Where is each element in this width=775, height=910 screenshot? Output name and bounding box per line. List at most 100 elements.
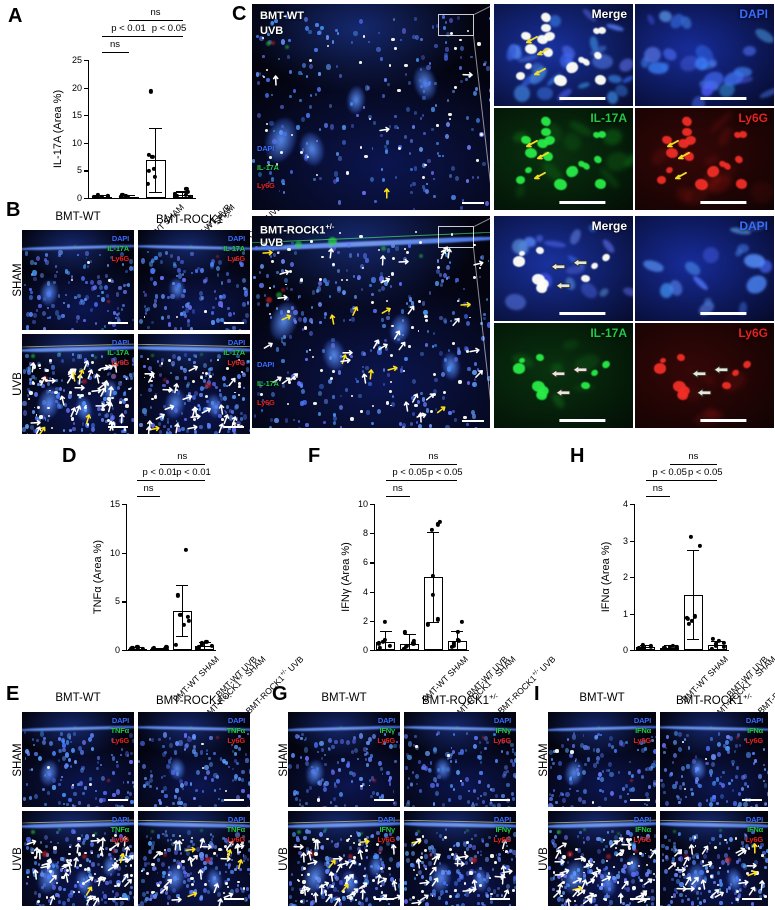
colocalized-punctum: [477, 42, 481, 46]
dapi-nucleus: [116, 866, 121, 872]
green-signal: [57, 352, 61, 355]
dapi-nucleus: [73, 830, 77, 834]
dapi-nucleus: [410, 843, 414, 848]
dapi-nucleus: [299, 98, 302, 102]
dapi-nucleus: [364, 846, 368, 851]
dapi-nucleus: [357, 831, 362, 838]
dapi-nucleus: [215, 854, 219, 858]
dapi-nucleus: [183, 269, 187, 274]
dapi-nucleus: [150, 894, 154, 899]
significance-label: p < 0.05: [151, 23, 187, 34]
dapi-nucleus: [167, 847, 171, 853]
dapi-nucleus: [104, 412, 109, 418]
dapi-nucleus: [279, 310, 284, 315]
dapi-nucleus: [678, 731, 683, 737]
dapi-nucleus: [326, 862, 331, 869]
dapi-nucleus: [161, 294, 166, 300]
dapi-nucleus: [57, 352, 62, 358]
annotation-arrow: [38, 375, 50, 388]
colocalized-punctum: [224, 789, 228, 792]
dapi-nucleus: [181, 273, 184, 276]
data-point: [667, 644, 672, 649]
dapi-nucleus: [178, 806, 182, 807]
dapi-nucleus: [293, 89, 297, 93]
dapi-nucleus: [272, 285, 275, 288]
data-point: [716, 638, 721, 643]
dapi-nucleus: [153, 303, 158, 309]
dapi-nucleus: [27, 370, 31, 375]
dapi-nucleus: [337, 370, 342, 375]
annotation-arrow: [690, 367, 707, 385]
dapi-nucleus: [482, 161, 486, 167]
dapi-nucleus: [220, 424, 225, 430]
dapi-nucleus: [726, 841, 729, 844]
colocalized-punctum: [311, 838, 316, 842]
dapi-nucleus: [111, 373, 116, 380]
dapi-nucleus: [363, 352, 367, 357]
dapi-nucleus: [405, 850, 410, 856]
dapi-nucleus: [25, 328, 30, 330]
dapi-nucleus: [440, 893, 443, 896]
dapi-nucleus: [336, 889, 339, 892]
colocalized-punctum: [302, 867, 306, 871]
dapi-nucleus: [731, 760, 735, 765]
dapi-nucleus: [312, 177, 316, 182]
dapi-nucleus: [582, 800, 586, 805]
dapi-nucleus: [214, 845, 217, 849]
colocalized-punctum: [455, 854, 459, 858]
colocalized-punctum: [78, 864, 82, 868]
dapi-nucleus: [403, 135, 407, 139]
dapi-nucleus: [411, 395, 416, 401]
dapi-nucleus: [345, 739, 351, 745]
dapi-nucleus: [407, 243, 412, 248]
dapi-nucleus: [332, 415, 338, 421]
dapi-nucleus: [308, 829, 312, 834]
colocalized-punctum: [154, 395, 158, 399]
annotation-arrow: [340, 873, 354, 887]
colocalized-punctum: [323, 889, 328, 894]
dapi-nucleus: [717, 752, 721, 757]
red-signal: [308, 850, 315, 857]
data-point: [648, 644, 654, 649]
dapi-nucleus: [394, 124, 398, 130]
dapi-nucleus: [143, 855, 148, 862]
dapi-nucleus: [62, 388, 66, 392]
dapi-nucleus: [337, 32, 340, 36]
annotation-arrow: [108, 863, 119, 875]
dapi-nucleus: [331, 245, 336, 251]
dapi-nucleus: [75, 319, 79, 324]
dapi-nucleus: [672, 784, 677, 790]
dapi-nucleus: [301, 148, 305, 152]
error-bar: [159, 647, 161, 650]
dapi-nucleus: [273, 18, 278, 24]
dapi-nucleus: [424, 82, 428, 87]
dapi-nucleus: [203, 386, 206, 390]
dapi-nucleus: [320, 845, 325, 850]
dapi-nucleus: [175, 900, 178, 903]
dapi-nucleus: [161, 751, 166, 757]
colocalized-punctum: [38, 367, 41, 370]
dapi-nucleus: [281, 269, 285, 274]
annotation-arrow: [173, 838, 187, 852]
dapi-nucleus: [30, 290, 34, 295]
dapi-nucleus: [430, 853, 433, 856]
dapi-nucleus: [133, 783, 134, 790]
red-signal: [205, 856, 212, 863]
data-point: [176, 593, 181, 598]
dapi-nucleus: [52, 777, 57, 783]
dapi-nucleus: [434, 43, 439, 49]
dapi-nucleus: [606, 831, 609, 834]
dapi-nucleus: [90, 733, 95, 739]
dapi-nucleus: [466, 366, 471, 372]
y-axis: [88, 60, 90, 199]
dapi-nucleus: [381, 869, 384, 873]
green-signal: [199, 353, 203, 356]
dapi-nucleus: [764, 857, 768, 863]
colocalized-punctum: [424, 318, 428, 322]
colocalized-punctum: [87, 260, 91, 264]
dapi-nucleus: [698, 900, 702, 905]
dapi-nucleus: [155, 881, 160, 886]
dapi-nucleus: [239, 417, 243, 422]
dapi-nucleus: [426, 182, 429, 186]
dapi-nucleus: [36, 255, 41, 261]
